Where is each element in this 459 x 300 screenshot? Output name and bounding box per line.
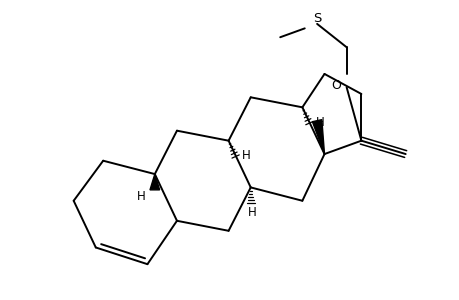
Text: O: O <box>330 79 340 92</box>
Text: H: H <box>315 116 324 129</box>
Text: H: H <box>241 149 250 162</box>
Polygon shape <box>312 120 324 154</box>
Text: S: S <box>312 12 321 25</box>
Text: H: H <box>247 206 256 219</box>
Text: H: H <box>136 190 145 203</box>
Polygon shape <box>150 174 159 190</box>
